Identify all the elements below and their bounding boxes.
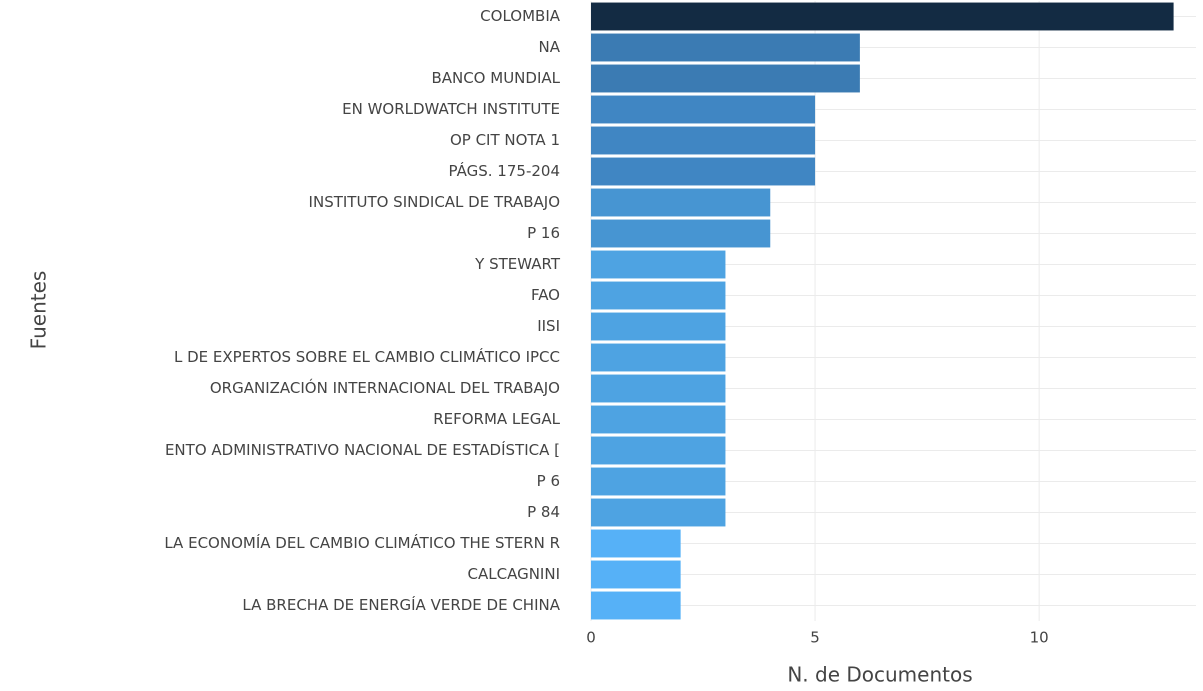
bar bbox=[591, 312, 726, 341]
bar bbox=[591, 281, 726, 310]
y-tick-label: LA BRECHA DE ENERGÍA VERDE DE CHINA bbox=[242, 595, 560, 614]
y-tick-label: FAO bbox=[531, 286, 560, 304]
y-tick-label: CALCAGNINI bbox=[468, 565, 560, 583]
y-tick-label: COLOMBIA bbox=[480, 7, 561, 25]
y-tick-label: PÁGS. 175-204 bbox=[449, 161, 560, 180]
bar bbox=[591, 64, 860, 93]
y-tick-label: IISI bbox=[537, 317, 560, 335]
y-tick-label: EN WORLDWATCH INSTITUTE bbox=[342, 100, 560, 118]
y-tick-label: INSTITUTO SINDICAL DE TRABAJO bbox=[309, 193, 560, 211]
bar bbox=[591, 2, 1174, 31]
y-tick-label: BANCO MUNDIAL bbox=[431, 69, 560, 87]
y-tick-label: OP CIT NOTA 1 bbox=[450, 131, 560, 149]
y-tick-label: L DE EXPERTOS SOBRE EL CAMBIO CLIMÁTICO … bbox=[174, 347, 560, 366]
bar bbox=[591, 33, 860, 62]
x-tick-label: 0 bbox=[586, 629, 596, 647]
y-tick-label: P 6 bbox=[537, 472, 560, 490]
y-tick-label: ENTO ADMINISTRATIVO NACIONAL DE ESTADÍST… bbox=[165, 440, 560, 459]
bar bbox=[591, 467, 726, 496]
bar bbox=[591, 591, 681, 620]
y-tick-label: Y STEWART bbox=[474, 255, 561, 273]
bar bbox=[591, 126, 816, 155]
bar bbox=[591, 343, 726, 372]
y-tick-label: ORGANIZACIÓN INTERNACIONAL DEL TRABAJO bbox=[210, 378, 560, 397]
bar bbox=[591, 560, 681, 589]
bar bbox=[591, 498, 726, 527]
y-tick-label: REFORMA LEGAL bbox=[433, 410, 560, 428]
bar bbox=[591, 436, 726, 465]
x-tick-label: 10 bbox=[1030, 629, 1049, 647]
bar bbox=[591, 95, 816, 124]
bar bbox=[591, 405, 726, 434]
bar bbox=[591, 529, 681, 558]
bar bbox=[591, 188, 771, 217]
bar bbox=[591, 219, 771, 248]
x-tick-label: 5 bbox=[810, 629, 820, 647]
bar bbox=[591, 157, 816, 186]
bar bbox=[591, 374, 726, 403]
y-tick-label: P 16 bbox=[527, 224, 560, 242]
x-axis-title: N. de Documentos bbox=[787, 663, 972, 687]
y-tick-label: NA bbox=[539, 38, 561, 56]
bar bbox=[591, 250, 726, 279]
y-axis-title: Fuentes bbox=[27, 271, 51, 350]
y-tick-label: LA ECONOMÍA DEL CAMBIO CLIMÁTICO THE STE… bbox=[164, 533, 560, 552]
y-tick-label: P 84 bbox=[527, 503, 560, 521]
